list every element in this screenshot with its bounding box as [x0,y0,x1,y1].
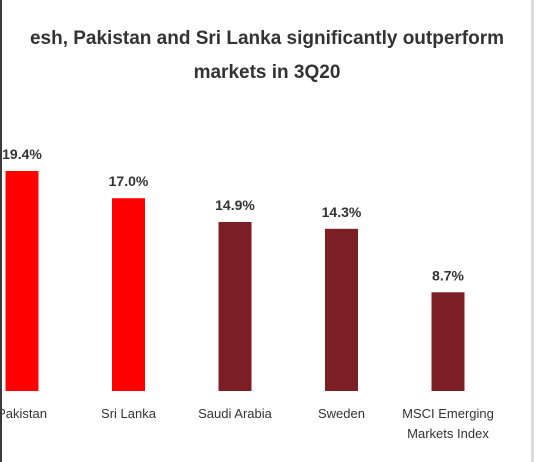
right-border [531,0,534,462]
category-label-1: Sri Lanka [101,406,157,421]
category-label-2: Saudi Arabia [198,406,272,421]
category-label-4-line-0: MSCI Emerging [402,406,494,421]
category-label-4-line-1: Markets Index [407,426,489,441]
chart-title-line-2: markets in 3Q20 [193,62,341,83]
data-label-1: 17.0% [109,173,149,189]
data-label-3: 14.3% [322,204,362,220]
bar-2 [218,222,252,391]
left-border [0,0,2,462]
bar-4 [431,292,465,391]
bar-3 [325,228,358,391]
bar-1 [112,198,145,391]
category-label-0: Pakistan [0,406,47,421]
data-label-4: 8.7% [432,267,464,283]
data-label-2: 14.9% [215,197,255,213]
data-label-0: 19.4% [2,146,42,162]
chart-title-line-1: esh, Pakistan and Sri Lanka significantl… [29,28,505,49]
bar-0 [5,171,39,391]
category-label-3: Sweden [318,406,365,421]
